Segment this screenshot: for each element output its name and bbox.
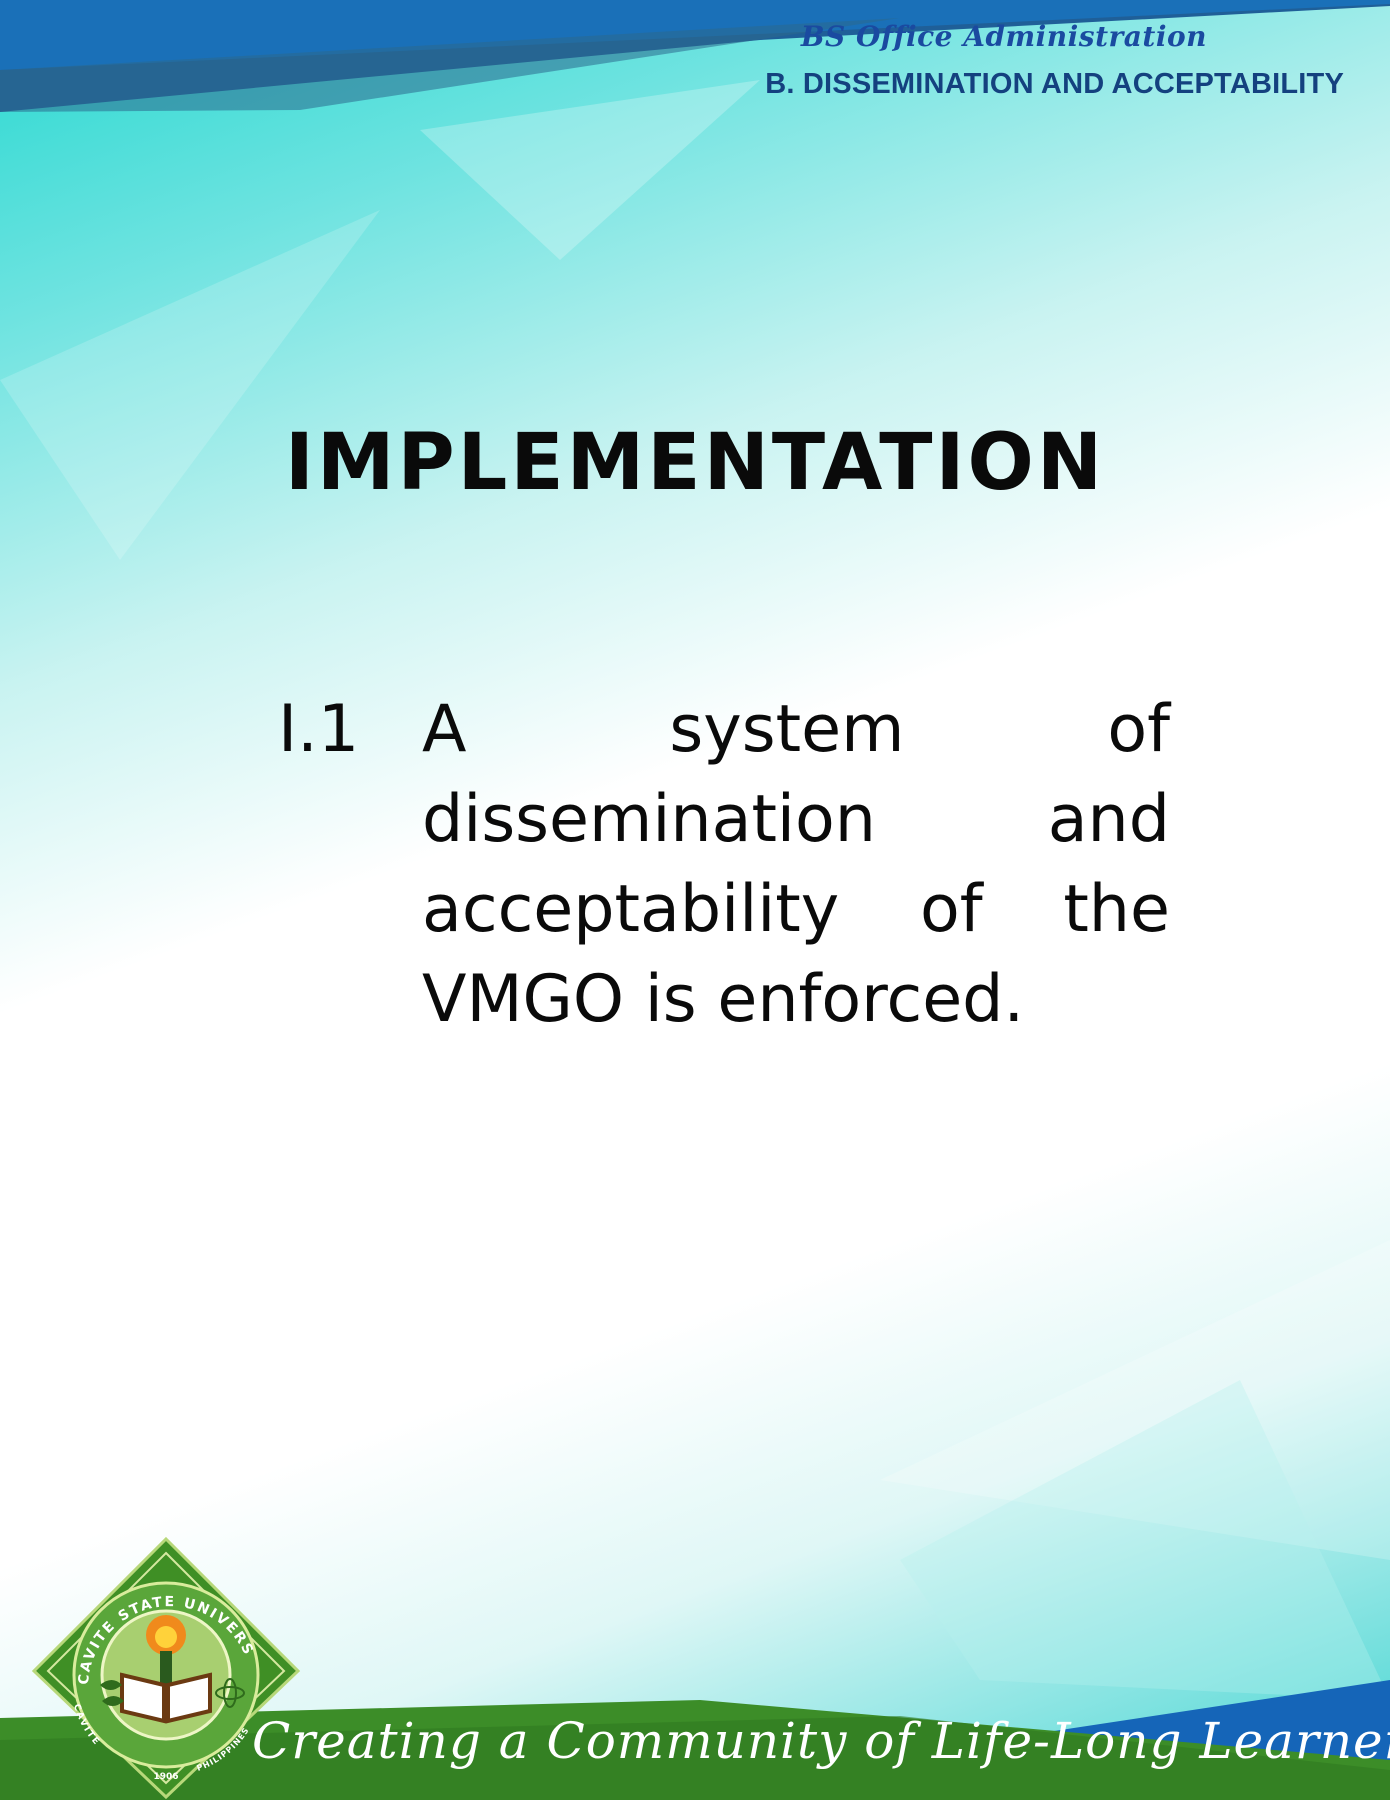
torch-icon: [160, 1651, 172, 1689]
footer-band-shade: [0, 1716, 1390, 1800]
facet: [0, 210, 380, 560]
program-name: BS Office Administration: [800, 20, 1207, 53]
facet: [900, 1380, 1390, 1700]
atom-orbit-icon: [223, 1678, 237, 1708]
header-band-shade: [0, 18, 900, 112]
footer-slogan: Creating a Community of Life-Long Learne…: [252, 1712, 1390, 1770]
leaf-icon: [100, 1680, 122, 1690]
facet: [420, 80, 760, 260]
atom-icon: [215, 1686, 245, 1700]
item-text-first-line: A system of: [422, 692, 1170, 767]
flame-core-icon: [155, 1626, 177, 1648]
book-right-page-icon: [166, 1672, 212, 1724]
page-title: IMPLEMENTATION: [284, 418, 1106, 508]
seal-year: 1906: [153, 1772, 178, 1782]
item-text-rest: dissemination and acceptability of the V…: [422, 782, 1170, 1037]
facet: [880, 1240, 1390, 1560]
university-seal: CAVITE STATE UNIVERSITY CAVITE PHILIPPIN…: [30, 1535, 301, 1800]
item-text: A system of dissemination and acceptabil…: [422, 685, 1170, 1045]
section-title: B. DISSEMINATION AND ACCEPTABILITY: [765, 68, 1344, 100]
leaf-icon: [102, 1696, 124, 1706]
book-left-page-icon: [120, 1672, 166, 1724]
item-number: I.1: [278, 692, 360, 767]
